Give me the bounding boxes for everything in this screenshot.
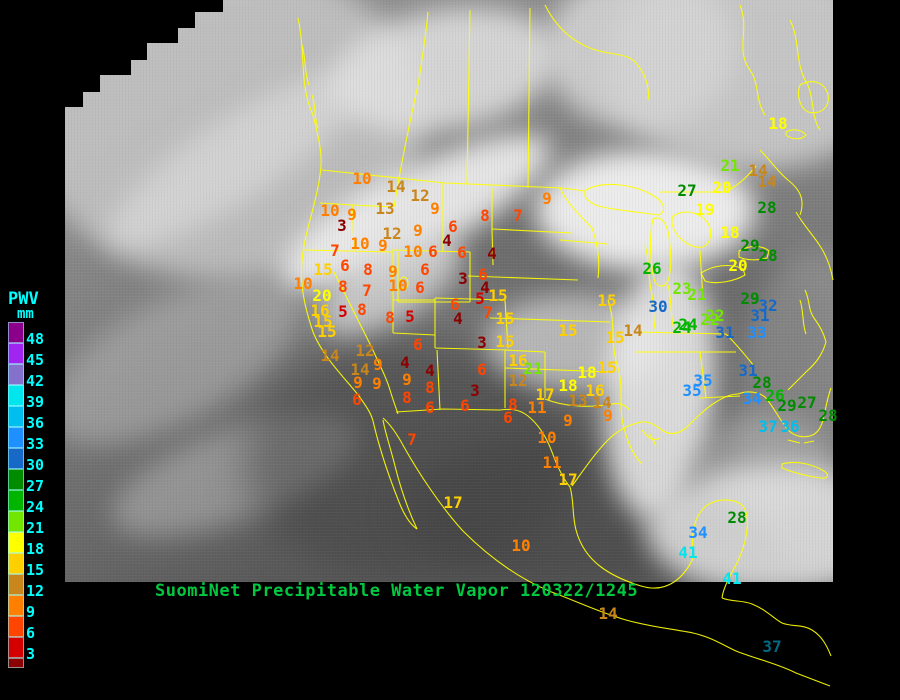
legend-color-block [8,616,24,637]
legend-color-block [8,595,24,616]
caption-title: SuomiNet Precipitable Water Vapor [155,581,510,601]
legend-color-block [8,490,24,511]
legend-color-block [8,469,24,490]
legend-tick-label: 9 [26,603,36,621]
legend-color-block [8,532,24,553]
caption: SuomiNet Precipitable Water Vapor 120322… [155,581,638,601]
legend-color-block [8,343,24,364]
legend-tick-label: 48 [26,330,45,348]
legend-tick-label: 36 [26,414,45,432]
caption-datetime: 120322/1245 [520,581,639,601]
legend-color-block [8,406,24,427]
legend-color-block [8,511,24,532]
legend-tick-label: 12 [26,582,45,600]
legend-tick-label: 30 [26,456,45,474]
legend-color-block [8,658,24,668]
legend-tick-label: 24 [26,498,45,516]
legend-tick-label: 15 [26,561,45,579]
legend-color-block [8,448,24,469]
legend-tick-label: 39 [26,393,45,411]
legend-unit: mm [17,306,34,322]
legend-tick-label: 27 [26,477,45,495]
legend-tick-label: 45 [26,351,45,369]
legend-tick-label: 3 [26,645,36,663]
legend-color-block [8,385,24,406]
legend-color-block [8,364,24,385]
legend-color-block [8,637,24,658]
legend-tick-label: 33 [26,435,45,453]
image-grain [65,0,833,582]
legend-tick-label: 21 [26,519,45,537]
legend-title: PWV [8,289,39,309]
legend-color-block [8,322,24,343]
legend-color-block [8,427,24,448]
caption-space [509,581,520,601]
legend-tick-label: 42 [26,372,45,390]
cloud-layer [535,150,755,270]
legend-tick-label: 18 [26,540,45,558]
legend-color-block [8,553,24,574]
legend-tick-label: 6 [26,624,36,642]
satellite-image [65,0,833,582]
legend-color-block [8,574,24,595]
